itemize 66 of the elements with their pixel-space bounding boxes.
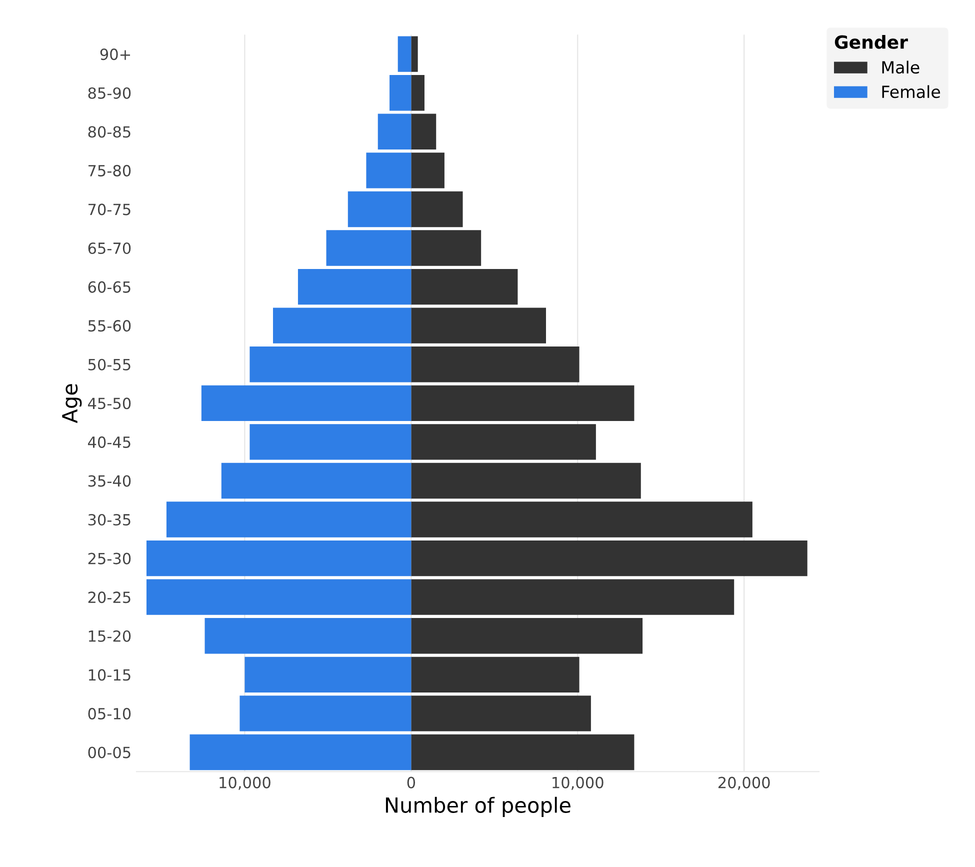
y-tick-label: 25-30 <box>88 552 131 564</box>
y-tick-label: 80-85 <box>88 126 130 138</box>
bar <box>411 346 580 382</box>
bar <box>411 36 418 72</box>
bar <box>411 230 482 266</box>
y-tick-label: 15-20 <box>88 630 131 642</box>
bar <box>411 191 463 228</box>
y-tick-label: 35-40 <box>88 475 131 487</box>
y-axis-title: Age <box>62 384 82 424</box>
bar <box>411 540 808 576</box>
bar <box>411 618 643 654</box>
y-tick-label: 05-10 <box>88 708 131 720</box>
bar <box>273 308 412 344</box>
x-tick-label: 10,000 <box>552 776 604 790</box>
bar <box>250 424 412 460</box>
bar <box>190 734 412 770</box>
bar <box>411 75 424 111</box>
bar <box>326 230 412 266</box>
x-tick-label: 10,000 <box>220 776 270 790</box>
legend-label: Male <box>882 60 920 74</box>
y-tick-label: 30-35 <box>88 514 130 526</box>
bar <box>411 502 752 538</box>
y-tick-label: 20-25 <box>88 592 130 604</box>
bar <box>166 502 412 538</box>
bar <box>411 424 596 460</box>
bar <box>348 191 412 228</box>
bar <box>378 114 412 150</box>
bar <box>390 75 412 111</box>
bar <box>298 268 412 305</box>
bar <box>411 308 546 344</box>
y-tick-label: 50-55 <box>88 358 130 370</box>
y-tick-label: 00-05 <box>88 746 130 758</box>
bar <box>204 618 412 654</box>
x-axis-title: Number of people <box>386 796 570 817</box>
y-tick-label: 45-50 <box>88 398 131 410</box>
y-tick-label: 60-65 <box>88 281 130 293</box>
bar <box>411 385 634 421</box>
bar <box>411 579 734 615</box>
bar <box>244 656 412 693</box>
legend-title: Gender <box>834 34 908 49</box>
x-tick-label: 0 <box>407 776 416 788</box>
x-tick-label: 20,000 <box>718 776 770 790</box>
y-tick-label: 70-75 <box>88 204 130 216</box>
bar <box>411 462 641 499</box>
y-tick-label: 65-70 <box>88 242 131 254</box>
bar <box>146 540 412 576</box>
bar <box>411 656 580 693</box>
bar <box>250 346 412 382</box>
bar <box>146 579 412 615</box>
y-tick-label: 10-15 <box>88 669 130 681</box>
legend-label: Female <box>882 85 940 98</box>
bar <box>201 385 412 421</box>
y-tick-label: 75-80 <box>88 164 131 176</box>
y-tick-label: 40-45 <box>88 436 130 448</box>
y-tick-label: 85-90 <box>88 87 131 99</box>
bar <box>411 152 444 188</box>
y-tick-label: 55-60 <box>88 320 131 332</box>
bar <box>366 152 412 188</box>
bar <box>411 114 436 150</box>
bar <box>221 462 412 499</box>
bar <box>240 696 412 732</box>
bar <box>411 734 634 770</box>
bar <box>411 268 518 305</box>
bar <box>411 696 591 732</box>
y-tick-label: 90+ <box>100 48 130 60</box>
bar <box>398 36 412 72</box>
